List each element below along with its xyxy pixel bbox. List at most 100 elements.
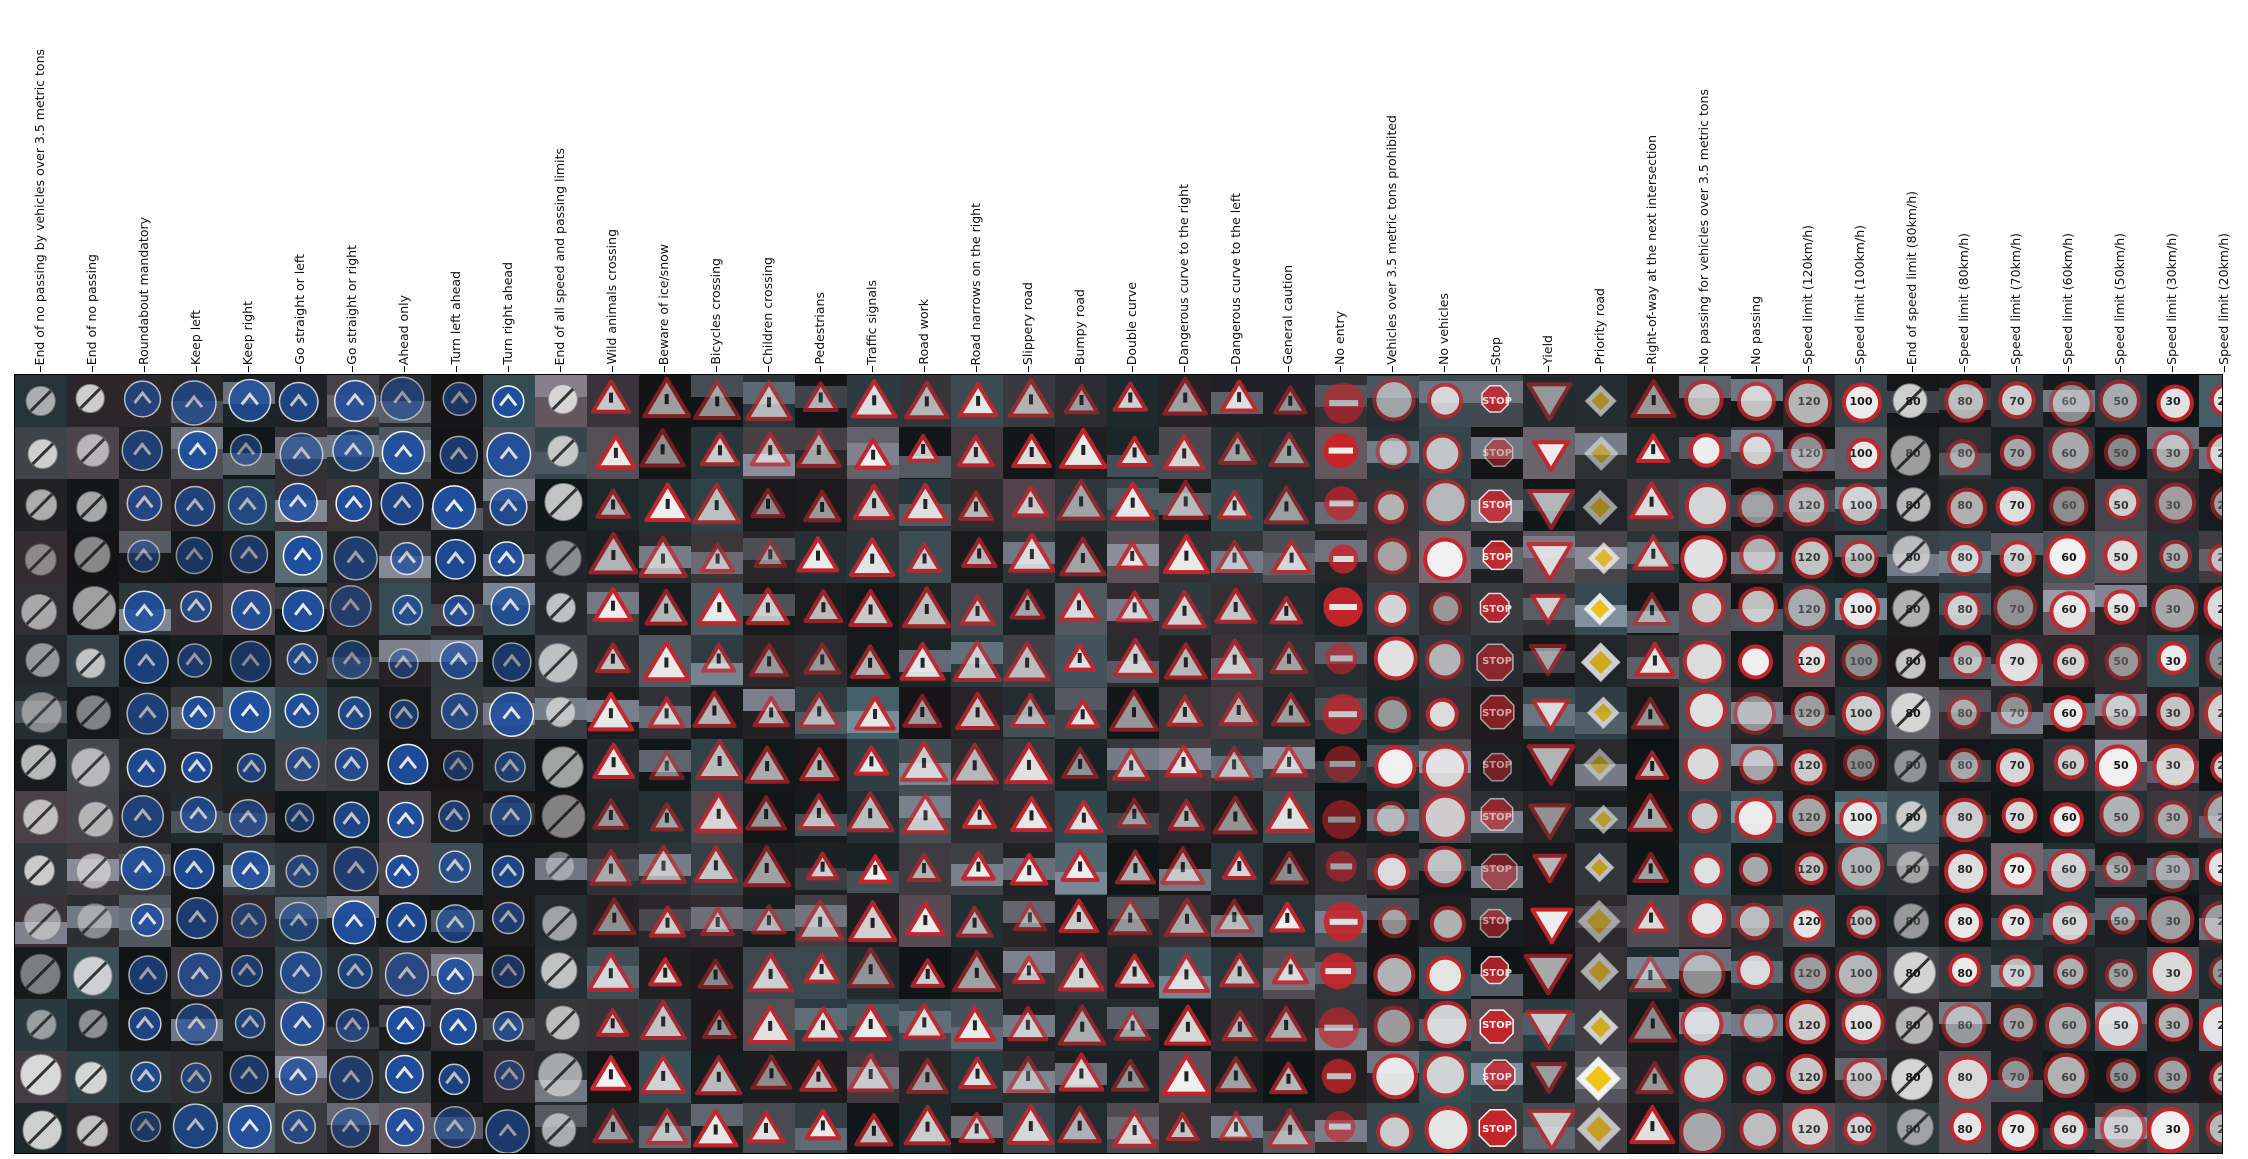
sample-image: 80 bbox=[1939, 375, 1991, 427]
sample-image bbox=[535, 427, 587, 479]
sign-text: STOP bbox=[1482, 395, 1512, 407]
sample-image bbox=[1731, 427, 1783, 479]
sign-text: 100 bbox=[1849, 706, 1873, 720]
sign-text: 60 bbox=[2061, 1122, 2077, 1136]
sample-image bbox=[1679, 635, 1731, 687]
sample-image bbox=[1159, 583, 1211, 635]
column-label-text: Vehicles over 3.5 metric tons prohibited bbox=[1383, 115, 1399, 365]
sign-text: 20 bbox=[2199, 1051, 2222, 1103]
sign-text: 120 bbox=[1797, 602, 1821, 616]
sample-image bbox=[1211, 635, 1263, 687]
sample-image bbox=[1575, 583, 1627, 635]
sample-image: 80 bbox=[1887, 1103, 1939, 1153]
sample-image bbox=[1107, 1051, 1159, 1103]
sample-image bbox=[1315, 479, 1367, 531]
sample-image bbox=[535, 479, 587, 531]
sample-image bbox=[691, 375, 743, 427]
column-label: Wild animals crossing bbox=[586, 0, 638, 365]
column-labels: End of no passing by vehicles over 3.5 m… bbox=[0, 0, 2248, 375]
sample-image bbox=[223, 687, 275, 739]
sample-image: 100 bbox=[1835, 1051, 1887, 1103]
sample-image bbox=[1575, 635, 1627, 687]
sample-image bbox=[223, 531, 275, 583]
sample-image bbox=[587, 375, 639, 427]
sample-image: 60 bbox=[2043, 583, 2095, 635]
column-label: Stop bbox=[1470, 0, 1522, 365]
sample-image bbox=[795, 687, 847, 739]
sample-image bbox=[795, 1051, 847, 1103]
sample-image bbox=[379, 635, 431, 687]
sign-text: 80 bbox=[1957, 602, 1973, 616]
sample-image bbox=[15, 583, 67, 635]
sample-image bbox=[223, 479, 275, 531]
sample-image bbox=[847, 479, 899, 531]
sample-image bbox=[431, 687, 483, 739]
sign-text: 20 bbox=[2199, 583, 2222, 635]
sample-image: 60 bbox=[2043, 635, 2095, 687]
sample-image: STOP bbox=[1471, 895, 1523, 947]
sign-text: 30 bbox=[2165, 966, 2181, 980]
sign-text: 80 bbox=[1957, 1018, 1973, 1032]
sign-text: 120 bbox=[1797, 862, 1821, 876]
sample-image bbox=[1055, 531, 1107, 583]
sign-text: 30 bbox=[2165, 1122, 2181, 1136]
sample-image bbox=[587, 739, 639, 791]
sample-image bbox=[1575, 739, 1627, 791]
sample-image: 20 bbox=[2199, 531, 2222, 583]
column-label: End of speed limit (80km/h) bbox=[1886, 0, 1938, 365]
sign-text: 20 bbox=[2199, 947, 2222, 999]
sample-image bbox=[847, 895, 899, 947]
sample-image: 100 bbox=[1835, 427, 1887, 479]
sample-image bbox=[171, 1051, 223, 1103]
sample-image bbox=[431, 739, 483, 791]
sample-image bbox=[67, 687, 119, 739]
column-label: Road narrows on the right bbox=[950, 0, 1002, 365]
sample-image bbox=[1211, 1103, 1263, 1153]
sample-image bbox=[847, 687, 899, 739]
sample-image bbox=[899, 739, 951, 791]
sample-image bbox=[743, 895, 795, 947]
sign-text: STOP bbox=[1482, 707, 1512, 719]
sample-image bbox=[483, 947, 535, 999]
sample-image: 80 bbox=[1939, 583, 1991, 635]
sample-image bbox=[223, 375, 275, 427]
sample-image bbox=[743, 791, 795, 843]
sample-image bbox=[535, 739, 587, 791]
sample-image: 20 bbox=[2199, 843, 2222, 895]
sign-text: 100 bbox=[1849, 602, 1873, 616]
sample-image bbox=[1107, 947, 1159, 999]
sample-image: 30 bbox=[2147, 947, 2199, 999]
sign-text: STOP bbox=[1482, 551, 1512, 563]
sample-image bbox=[1003, 1051, 1055, 1103]
sample-image: 20 bbox=[2199, 479, 2222, 531]
column-label-text: General caution bbox=[1279, 265, 1295, 365]
column-label: Speed limit (20km/h) bbox=[2198, 0, 2248, 365]
sample-image bbox=[1211, 895, 1263, 947]
sample-image: 70 bbox=[1991, 791, 2043, 843]
sample-image: 80 bbox=[1939, 1051, 1991, 1103]
sample-image bbox=[171, 739, 223, 791]
x-tick bbox=[144, 366, 145, 372]
sample-image bbox=[587, 635, 639, 687]
sign-text: 120 bbox=[1797, 394, 1821, 408]
sample-image bbox=[1107, 843, 1159, 895]
sign-text: 60 bbox=[2061, 914, 2077, 928]
sample-image bbox=[1263, 999, 1315, 1051]
sample-image: 60 bbox=[2043, 479, 2095, 531]
column-label-text: Pedestrians bbox=[811, 292, 827, 365]
sample-image bbox=[379, 739, 431, 791]
sample-image: 60 bbox=[2043, 531, 2095, 583]
sample-image bbox=[587, 843, 639, 895]
sample-image bbox=[483, 1051, 535, 1103]
sample-image bbox=[691, 531, 743, 583]
sample-image bbox=[379, 843, 431, 895]
sign-text: 80 bbox=[1905, 654, 1921, 668]
column-label: Bumpy road bbox=[1054, 0, 1106, 365]
x-tick bbox=[508, 366, 509, 372]
sample-image bbox=[1159, 1103, 1211, 1153]
column-label-text: Wild animals crossing bbox=[603, 229, 619, 365]
sample-image bbox=[275, 427, 327, 479]
sample-image bbox=[639, 791, 691, 843]
sign-text: 120 bbox=[1797, 758, 1821, 772]
sample-image: 80 bbox=[1887, 895, 1939, 947]
